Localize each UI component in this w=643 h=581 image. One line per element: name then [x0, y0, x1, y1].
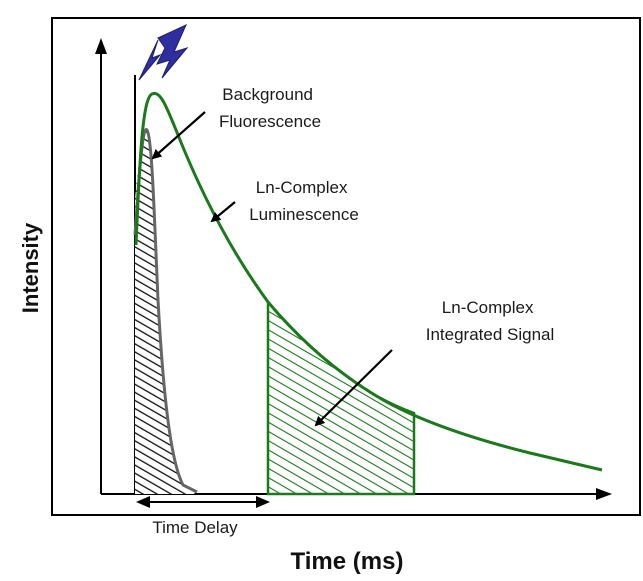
- ln-complex-luminescence-curve: [134, 91, 603, 472]
- lightning-bolt-icon: [138, 23, 189, 81]
- ln-complex-luminescence-label-line1: Ln-Complex: [256, 178, 348, 197]
- integrated-signal-area: [266, 298, 416, 496]
- time-delay-label: Time Delay: [152, 518, 238, 537]
- integrated-signal-label-line1: Ln-Complex: [442, 298, 534, 317]
- background-fluorescence-area: [135, 129, 195, 494]
- plot-frame: [51, 17, 641, 516]
- background-fluorescence-label-line1: Background: [222, 85, 313, 104]
- y-axis-title: Intensity: [18, 222, 43, 313]
- integrated-signal-arrow: [314, 349, 393, 427]
- ln-complex-integrated-signal-label: Ln-Complex Integrated Signal: [426, 298, 555, 344]
- ln-complex-luminescence-label-line2: Luminescence: [249, 205, 359, 224]
- x-axis-title: Time (ms): [291, 548, 404, 575]
- integrated-signal-label-line2: Integrated Signal: [426, 325, 555, 344]
- time-delay-arrow: [136, 496, 270, 508]
- y-axis: [95, 38, 107, 494]
- ln-complex-luminescence-arrow: [210, 201, 236, 223]
- background-fluorescence-label: Background Fluorescence: [219, 85, 321, 131]
- background-fluorescence-label-line2: Fluorescence: [219, 112, 321, 131]
- ln-complex-luminescence-label: Ln-Complex Luminescence: [249, 178, 359, 224]
- background-fluorescence-arrow: [151, 111, 206, 160]
